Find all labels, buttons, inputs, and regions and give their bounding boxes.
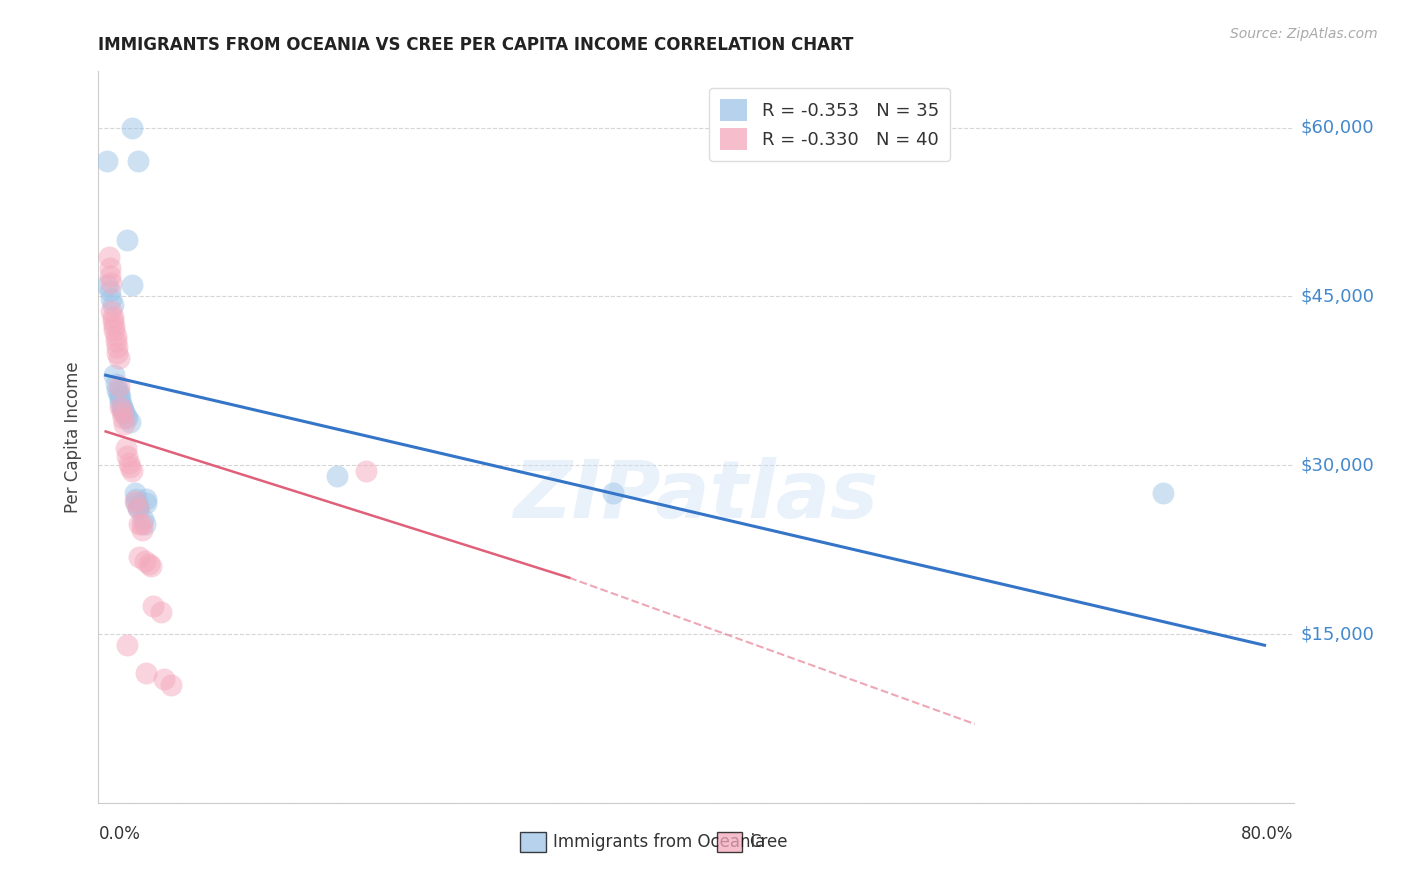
- Point: [127, 500, 149, 515]
- Point: [138, 558, 160, 572]
- Point: [160, 678, 183, 692]
- Point: [121, 464, 143, 478]
- Point: [114, 417, 136, 431]
- Point: [602, 486, 624, 500]
- Point: [326, 469, 349, 483]
- Point: [117, 233, 139, 247]
- Point: [356, 464, 378, 478]
- Text: Immigrants from Oceania: Immigrants from Oceania: [553, 833, 765, 851]
- Point: [114, 405, 136, 419]
- Point: [98, 269, 121, 284]
- Text: $45,000: $45,000: [1301, 287, 1375, 305]
- Point: [149, 605, 172, 619]
- Point: [1152, 486, 1174, 500]
- Point: [124, 486, 146, 500]
- Point: [152, 672, 174, 686]
- Point: [108, 395, 131, 409]
- Point: [100, 292, 122, 306]
- Point: [134, 554, 156, 568]
- Point: [98, 261, 121, 276]
- Point: [110, 399, 132, 413]
- Point: [105, 340, 128, 354]
- Text: $15,000: $15,000: [1301, 625, 1375, 643]
- Point: [100, 304, 122, 318]
- Point: [101, 298, 124, 312]
- Point: [128, 550, 150, 565]
- Point: [132, 512, 155, 526]
- Point: [112, 403, 135, 417]
- Point: [103, 318, 125, 333]
- Point: [125, 491, 148, 506]
- Text: 0.0%: 0.0%: [98, 825, 141, 843]
- Point: [107, 385, 129, 400]
- Point: [112, 411, 135, 425]
- Point: [142, 599, 165, 613]
- Text: $30,000: $30,000: [1301, 456, 1374, 475]
- Point: [121, 120, 143, 135]
- Point: [139, 559, 162, 574]
- Point: [101, 314, 124, 328]
- Point: [131, 516, 153, 531]
- Point: [135, 491, 157, 506]
- Point: [135, 666, 157, 681]
- Text: ZIPatlas: ZIPatlas: [513, 457, 879, 534]
- Point: [127, 500, 149, 515]
- Text: 80.0%: 80.0%: [1241, 825, 1294, 843]
- Point: [108, 400, 131, 414]
- Point: [120, 416, 142, 430]
- Legend: R = -0.353   N = 35, R = -0.330   N = 40: R = -0.353 N = 35, R = -0.330 N = 40: [710, 87, 950, 161]
- Point: [104, 328, 127, 343]
- Point: [104, 334, 127, 349]
- Y-axis label: Per Capita Income: Per Capita Income: [65, 361, 83, 513]
- Point: [103, 323, 125, 337]
- Point: [107, 379, 129, 393]
- Point: [96, 278, 118, 293]
- Text: $60,000: $60,000: [1301, 119, 1374, 136]
- Text: Cree: Cree: [749, 833, 787, 851]
- Point: [115, 442, 138, 456]
- Point: [131, 524, 153, 538]
- Point: [117, 449, 139, 463]
- Point: [105, 383, 128, 397]
- Point: [115, 409, 138, 423]
- Point: [127, 499, 149, 513]
- Point: [110, 405, 132, 419]
- Point: [125, 496, 148, 510]
- Point: [134, 516, 156, 531]
- Point: [103, 368, 125, 383]
- Point: [118, 456, 141, 470]
- Point: [121, 278, 143, 293]
- Point: [101, 310, 124, 324]
- Point: [107, 388, 129, 402]
- Point: [108, 391, 131, 405]
- Text: Source: ZipAtlas.com: Source: ZipAtlas.com: [1230, 27, 1378, 41]
- Point: [128, 516, 150, 531]
- Point: [135, 496, 157, 510]
- Point: [100, 276, 122, 290]
- Text: IMMIGRANTS FROM OCEANIA VS CREE PER CAPITA INCOME CORRELATION CHART: IMMIGRANTS FROM OCEANIA VS CREE PER CAPI…: [98, 36, 853, 54]
- Point: [124, 494, 146, 508]
- Point: [120, 460, 142, 475]
- Point: [117, 411, 139, 425]
- Point: [117, 638, 139, 652]
- Point: [98, 284, 121, 298]
- Point: [96, 154, 118, 169]
- Point: [127, 154, 149, 169]
- Point: [104, 377, 127, 392]
- Point: [110, 401, 132, 415]
- Point: [105, 345, 128, 359]
- Point: [97, 250, 120, 264]
- Point: [107, 351, 129, 366]
